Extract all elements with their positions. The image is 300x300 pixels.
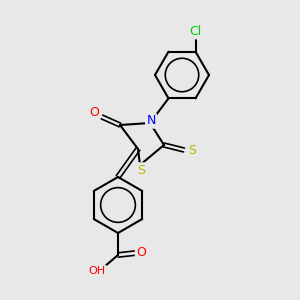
Text: N: N — [146, 115, 156, 128]
Text: S: S — [137, 164, 145, 176]
Text: O: O — [89, 106, 99, 119]
Text: OH: OH — [88, 266, 106, 276]
Text: Cl: Cl — [189, 25, 202, 38]
Text: S: S — [188, 145, 196, 158]
Text: O: O — [136, 247, 146, 260]
